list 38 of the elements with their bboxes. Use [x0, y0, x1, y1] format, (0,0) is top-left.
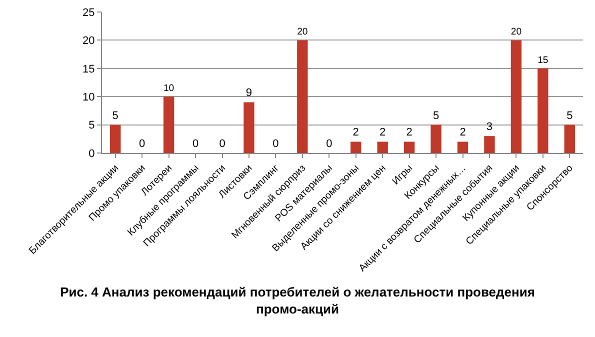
y-tick-label: 10 [82, 91, 95, 104]
bar [430, 124, 442, 153]
data-label: 5 [432, 110, 440, 122]
data-label: 0 [219, 138, 226, 150]
data-label: 2 [406, 126, 412, 139]
y-tick-label: 0 [88, 148, 95, 160]
y-tick-label: 5 [88, 120, 95, 132]
y-tick-label: 20 [82, 35, 95, 48]
bar [404, 142, 415, 153]
data-label: 20 [297, 26, 308, 38]
bar [457, 142, 468, 153]
bar [564, 124, 575, 153]
data-label: 15 [538, 54, 548, 66]
data-label: 0 [192, 138, 199, 150]
bar [350, 142, 362, 153]
bar [484, 136, 495, 153]
bar [163, 96, 174, 153]
data-label: 20 [510, 26, 522, 38]
data-label: 2 [380, 126, 386, 139]
data-label: 0 [139, 138, 146, 150]
bar [297, 40, 308, 153]
y-tick-label: 25 [82, 6, 95, 19]
data-label: 5 [112, 110, 118, 122]
data-label: 0 [272, 138, 279, 150]
data-label: 10 [163, 82, 174, 94]
data-label: 0 [326, 138, 332, 150]
bar [377, 142, 388, 153]
data-label: 2 [460, 126, 466, 139]
data-label: 5 [566, 110, 573, 122]
data-label: 2 [352, 126, 359, 139]
data-label: 9 [246, 87, 252, 100]
y-tick-label: 15 [82, 63, 95, 76]
bar [110, 124, 121, 153]
text: Рис. 4 Анализ рекомендаций потребителей о желательности проведения промо-акций [60, 284, 535, 316]
bar [510, 40, 522, 153]
data-label: 3 [486, 121, 493, 134]
bar [538, 68, 548, 153]
bar [244, 102, 254, 153]
